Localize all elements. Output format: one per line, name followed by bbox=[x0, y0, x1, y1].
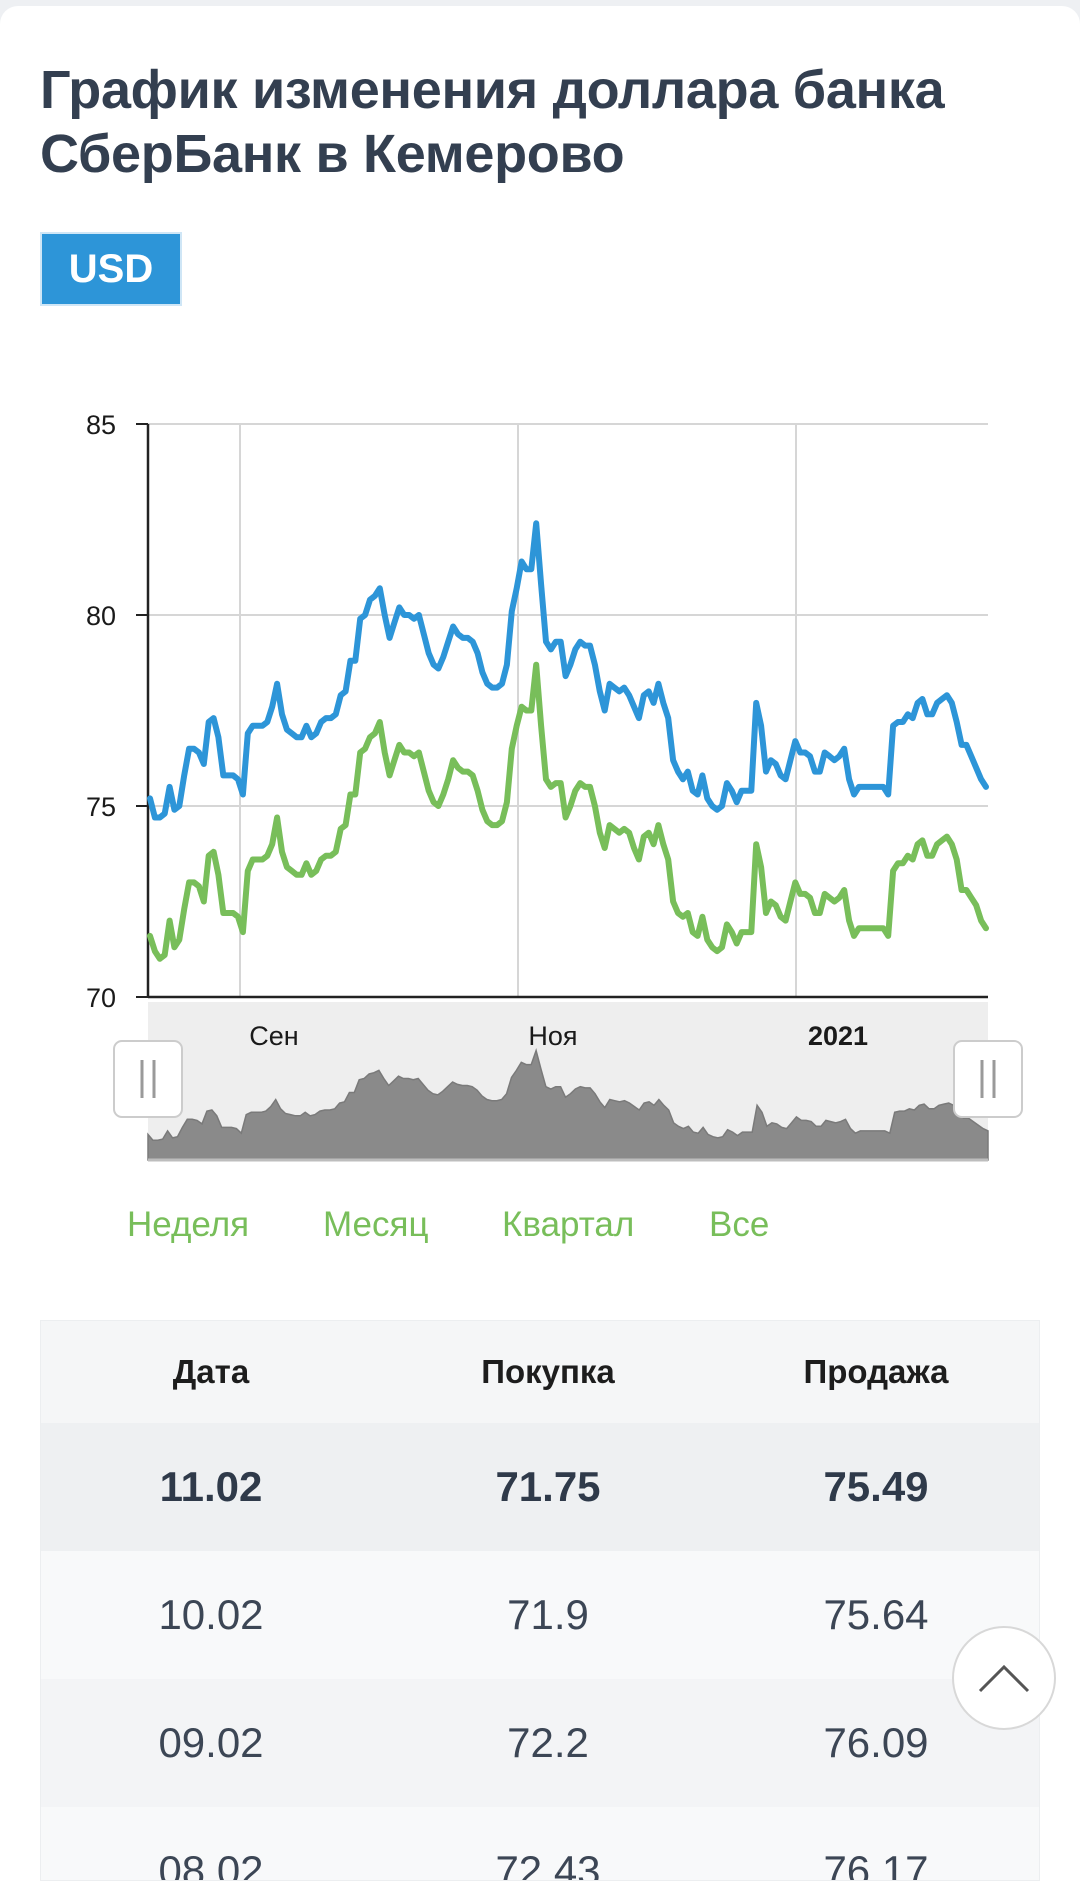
row-date: 08.02 bbox=[158, 1847, 264, 1881]
table-row: 09.02 72.2 76.09 bbox=[41, 1679, 1039, 1807]
x-tick-label: Ноя bbox=[528, 1021, 577, 1051]
y-tick-label: 80 bbox=[86, 601, 116, 631]
y-axis: 70 75 80 85 bbox=[86, 410, 148, 1013]
row-date: 11.02 bbox=[159, 1463, 263, 1510]
chart-navigator[interactable] bbox=[147, 1002, 989, 1162]
tab-quarter[interactable]: Квартал bbox=[502, 1205, 635, 1244]
page-title: График изменения доллара банка СберБанк … bbox=[40, 60, 945, 184]
chevron-up-icon bbox=[978, 1664, 1030, 1693]
rate-chart: 70 75 80 85 Сен Ноя 2021 bbox=[86, 410, 1023, 1162]
scroll-to-top-button[interactable] bbox=[952, 1626, 1056, 1730]
y-tick-label: 75 bbox=[86, 792, 116, 822]
header-date: Дата bbox=[172, 1353, 250, 1390]
table-row: 10.02 71.9 75.64 bbox=[41, 1551, 1039, 1679]
series-line-buy bbox=[147, 661, 989, 962]
period-tabs: Неделя Месяц Квартал Все bbox=[0, 1205, 1080, 1255]
row-sell: 75.49 bbox=[823, 1463, 929, 1510]
row-buy: 72.2 bbox=[507, 1719, 589, 1766]
navigator-handle-left[interactable] bbox=[113, 1040, 183, 1118]
currency-usd-button[interactable]: USD bbox=[40, 232, 182, 306]
x-axis: Сен Ноя 2021 bbox=[249, 1021, 868, 1051]
row-sell: 75.64 bbox=[823, 1591, 929, 1638]
series-line-sell bbox=[147, 520, 989, 821]
row-date: 10.02 bbox=[158, 1591, 264, 1638]
row-sell: 76.17 bbox=[823, 1847, 929, 1881]
y-tick-label: 70 bbox=[86, 983, 116, 1013]
header-buy: Покупка bbox=[481, 1353, 615, 1390]
y-tick-label: 85 bbox=[86, 410, 116, 440]
row-buy: 71.75 bbox=[495, 1463, 601, 1510]
row-date: 09.02 bbox=[158, 1719, 264, 1766]
navigator-area bbox=[147, 1048, 989, 1161]
handle-body bbox=[113, 1040, 183, 1118]
x-tick-label: 2021 bbox=[808, 1021, 868, 1051]
row-buy: 72.43 bbox=[495, 1847, 601, 1881]
table-header: Дата Покупка Продажа bbox=[41, 1321, 1039, 1423]
handle-body bbox=[953, 1040, 1023, 1118]
chart-series bbox=[147, 520, 989, 962]
x-tick-label: Сен bbox=[249, 1021, 298, 1051]
tab-week[interactable]: Неделя bbox=[127, 1205, 250, 1244]
tab-month[interactable]: Месяц bbox=[323, 1205, 429, 1244]
table-row: 08.02 72.43 76.17 bbox=[41, 1807, 1039, 1881]
row-buy: 71.9 bbox=[507, 1591, 589, 1638]
table-row: 11.02 71.75 75.49 bbox=[41, 1423, 1039, 1551]
tab-all[interactable]: Все bbox=[709, 1205, 770, 1244]
header-sell: Продажа bbox=[803, 1353, 949, 1390]
navigator-handles[interactable] bbox=[113, 1040, 1023, 1118]
navigator-handle-right[interactable] bbox=[953, 1040, 1023, 1118]
row-sell: 76.09 bbox=[823, 1719, 929, 1766]
rates-table: Дата Покупка Продажа 11.02 71.75 75.49 1… bbox=[40, 1320, 1040, 1881]
